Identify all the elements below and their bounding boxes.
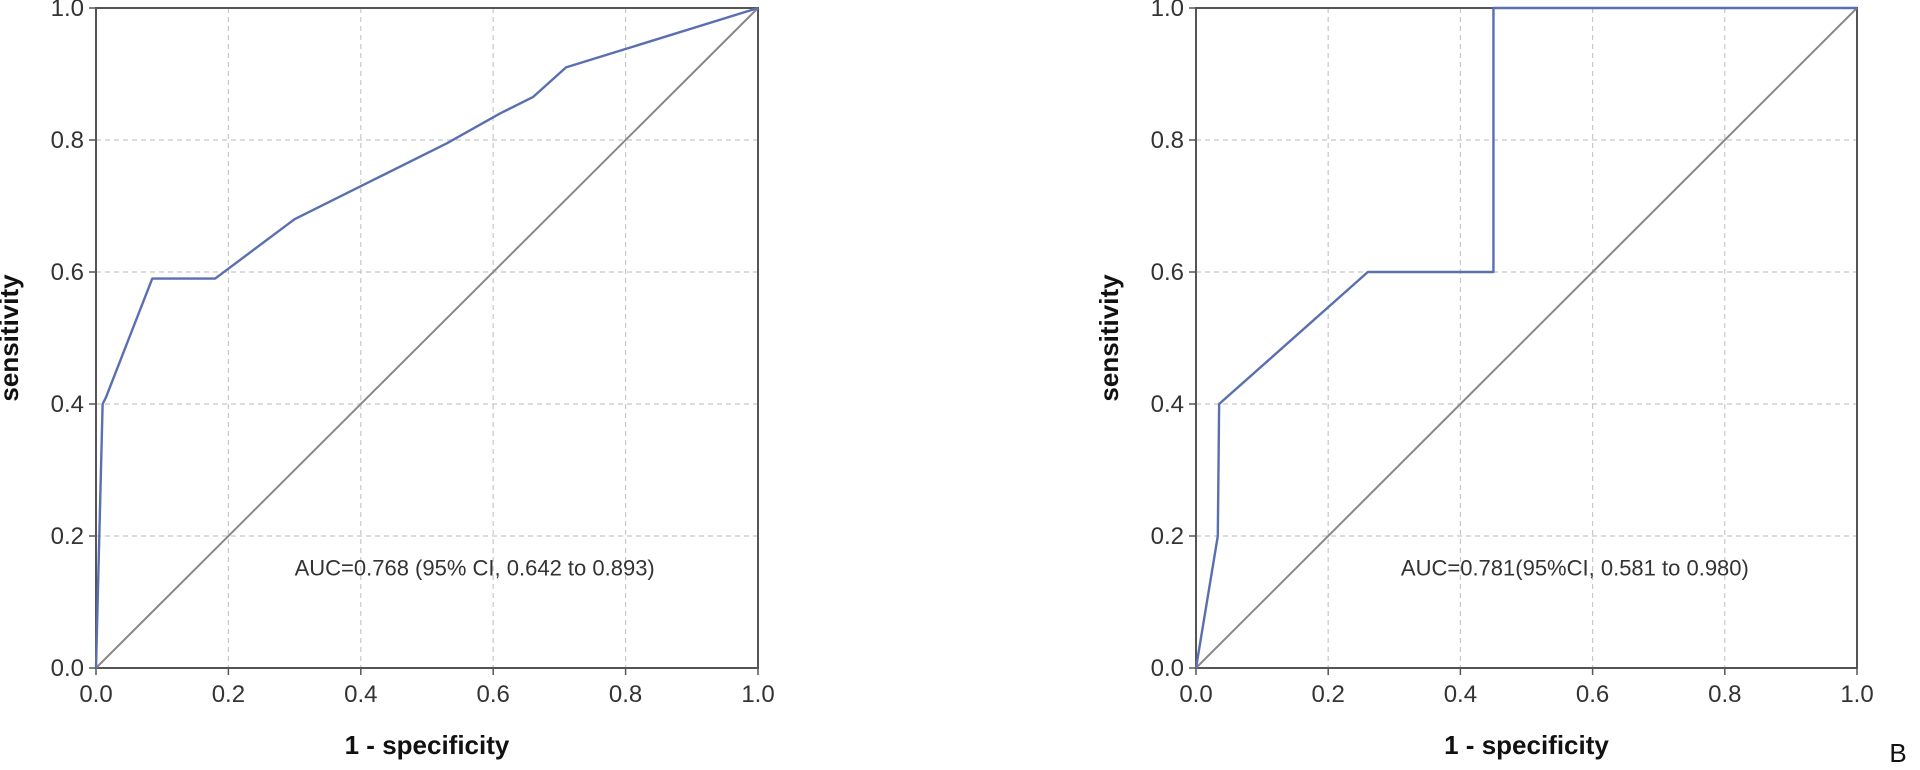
x-tick-label: 0.6: [477, 681, 510, 708]
y-tick-label: 0.2: [1151, 523, 1184, 550]
roc-panel-2: 0.0 0.2 0.4 0.6 0.8 1.0 0.0 0.2 0.4 0.6 0.8 1.0 1 - …: [1094, 0, 1907, 768]
plot-frame: [95, 7, 759, 669]
x-tick-label: 0.8: [1708, 681, 1741, 708]
y-tick-label: 0.8: [1151, 127, 1184, 154]
x-tick-label: 0.6: [1576, 681, 1609, 708]
x-axis-title: 1 - specificity: [345, 730, 510, 760]
y-tick-label: 0.6: [51, 259, 84, 286]
reference-diagonal: [95, 7, 759, 669]
y-axis-title: sensitivity: [0, 274, 24, 402]
y-axis-title: sensitivity: [1094, 274, 1124, 402]
x-tick-label: 0.0: [79, 681, 112, 708]
x-tick-label: 0.8: [609, 681, 642, 708]
y-tick-label: 0.2: [51, 523, 84, 550]
x-tick-label: 0.4: [344, 681, 377, 708]
y-tick-label: 0.4: [51, 391, 84, 418]
x-tick-label: 0.0: [1179, 681, 1212, 708]
y-tick-label: 1.0: [1151, 0, 1184, 22]
y-tick-label: 0.8: [51, 127, 84, 154]
x-tick-label: 0.4: [1444, 681, 1477, 708]
roc-curve: [1194, 6, 1857, 669]
reference-diagonal: [1195, 7, 1858, 669]
y-tick-label: 0.6: [1151, 259, 1184, 286]
panel-label: B: [1889, 738, 1906, 768]
y-tick-label: 0.0: [51, 655, 84, 682]
x-axis-title: 1 - specificity: [1444, 730, 1609, 760]
y-tick-label: 0.4: [1151, 391, 1184, 418]
auc-annotation: AUC=0.768 (95% CI, 0.642 to 0.893): [295, 556, 655, 581]
auc-annotation: AUC=0.781(95%CI, 0.581 to 0.980): [1401, 556, 1749, 581]
roc-curve: [94, 6, 759, 669]
roc-panel-1: 0.0 0.2 0.4 0.6 0.8 1.0 0.0 0.2 0.4 0.6 0.8 1.0 1 - …: [0, 0, 775, 760]
x-tick-label: 1.0: [1840, 681, 1873, 708]
y-tick-label: 0.0: [1151, 655, 1184, 682]
y-tick-label: 1.0: [51, 0, 84, 22]
x-tick-label: 1.0: [741, 681, 774, 708]
x-tick-label: 0.2: [212, 681, 245, 708]
x-tick-label: 0.2: [1312, 681, 1345, 708]
